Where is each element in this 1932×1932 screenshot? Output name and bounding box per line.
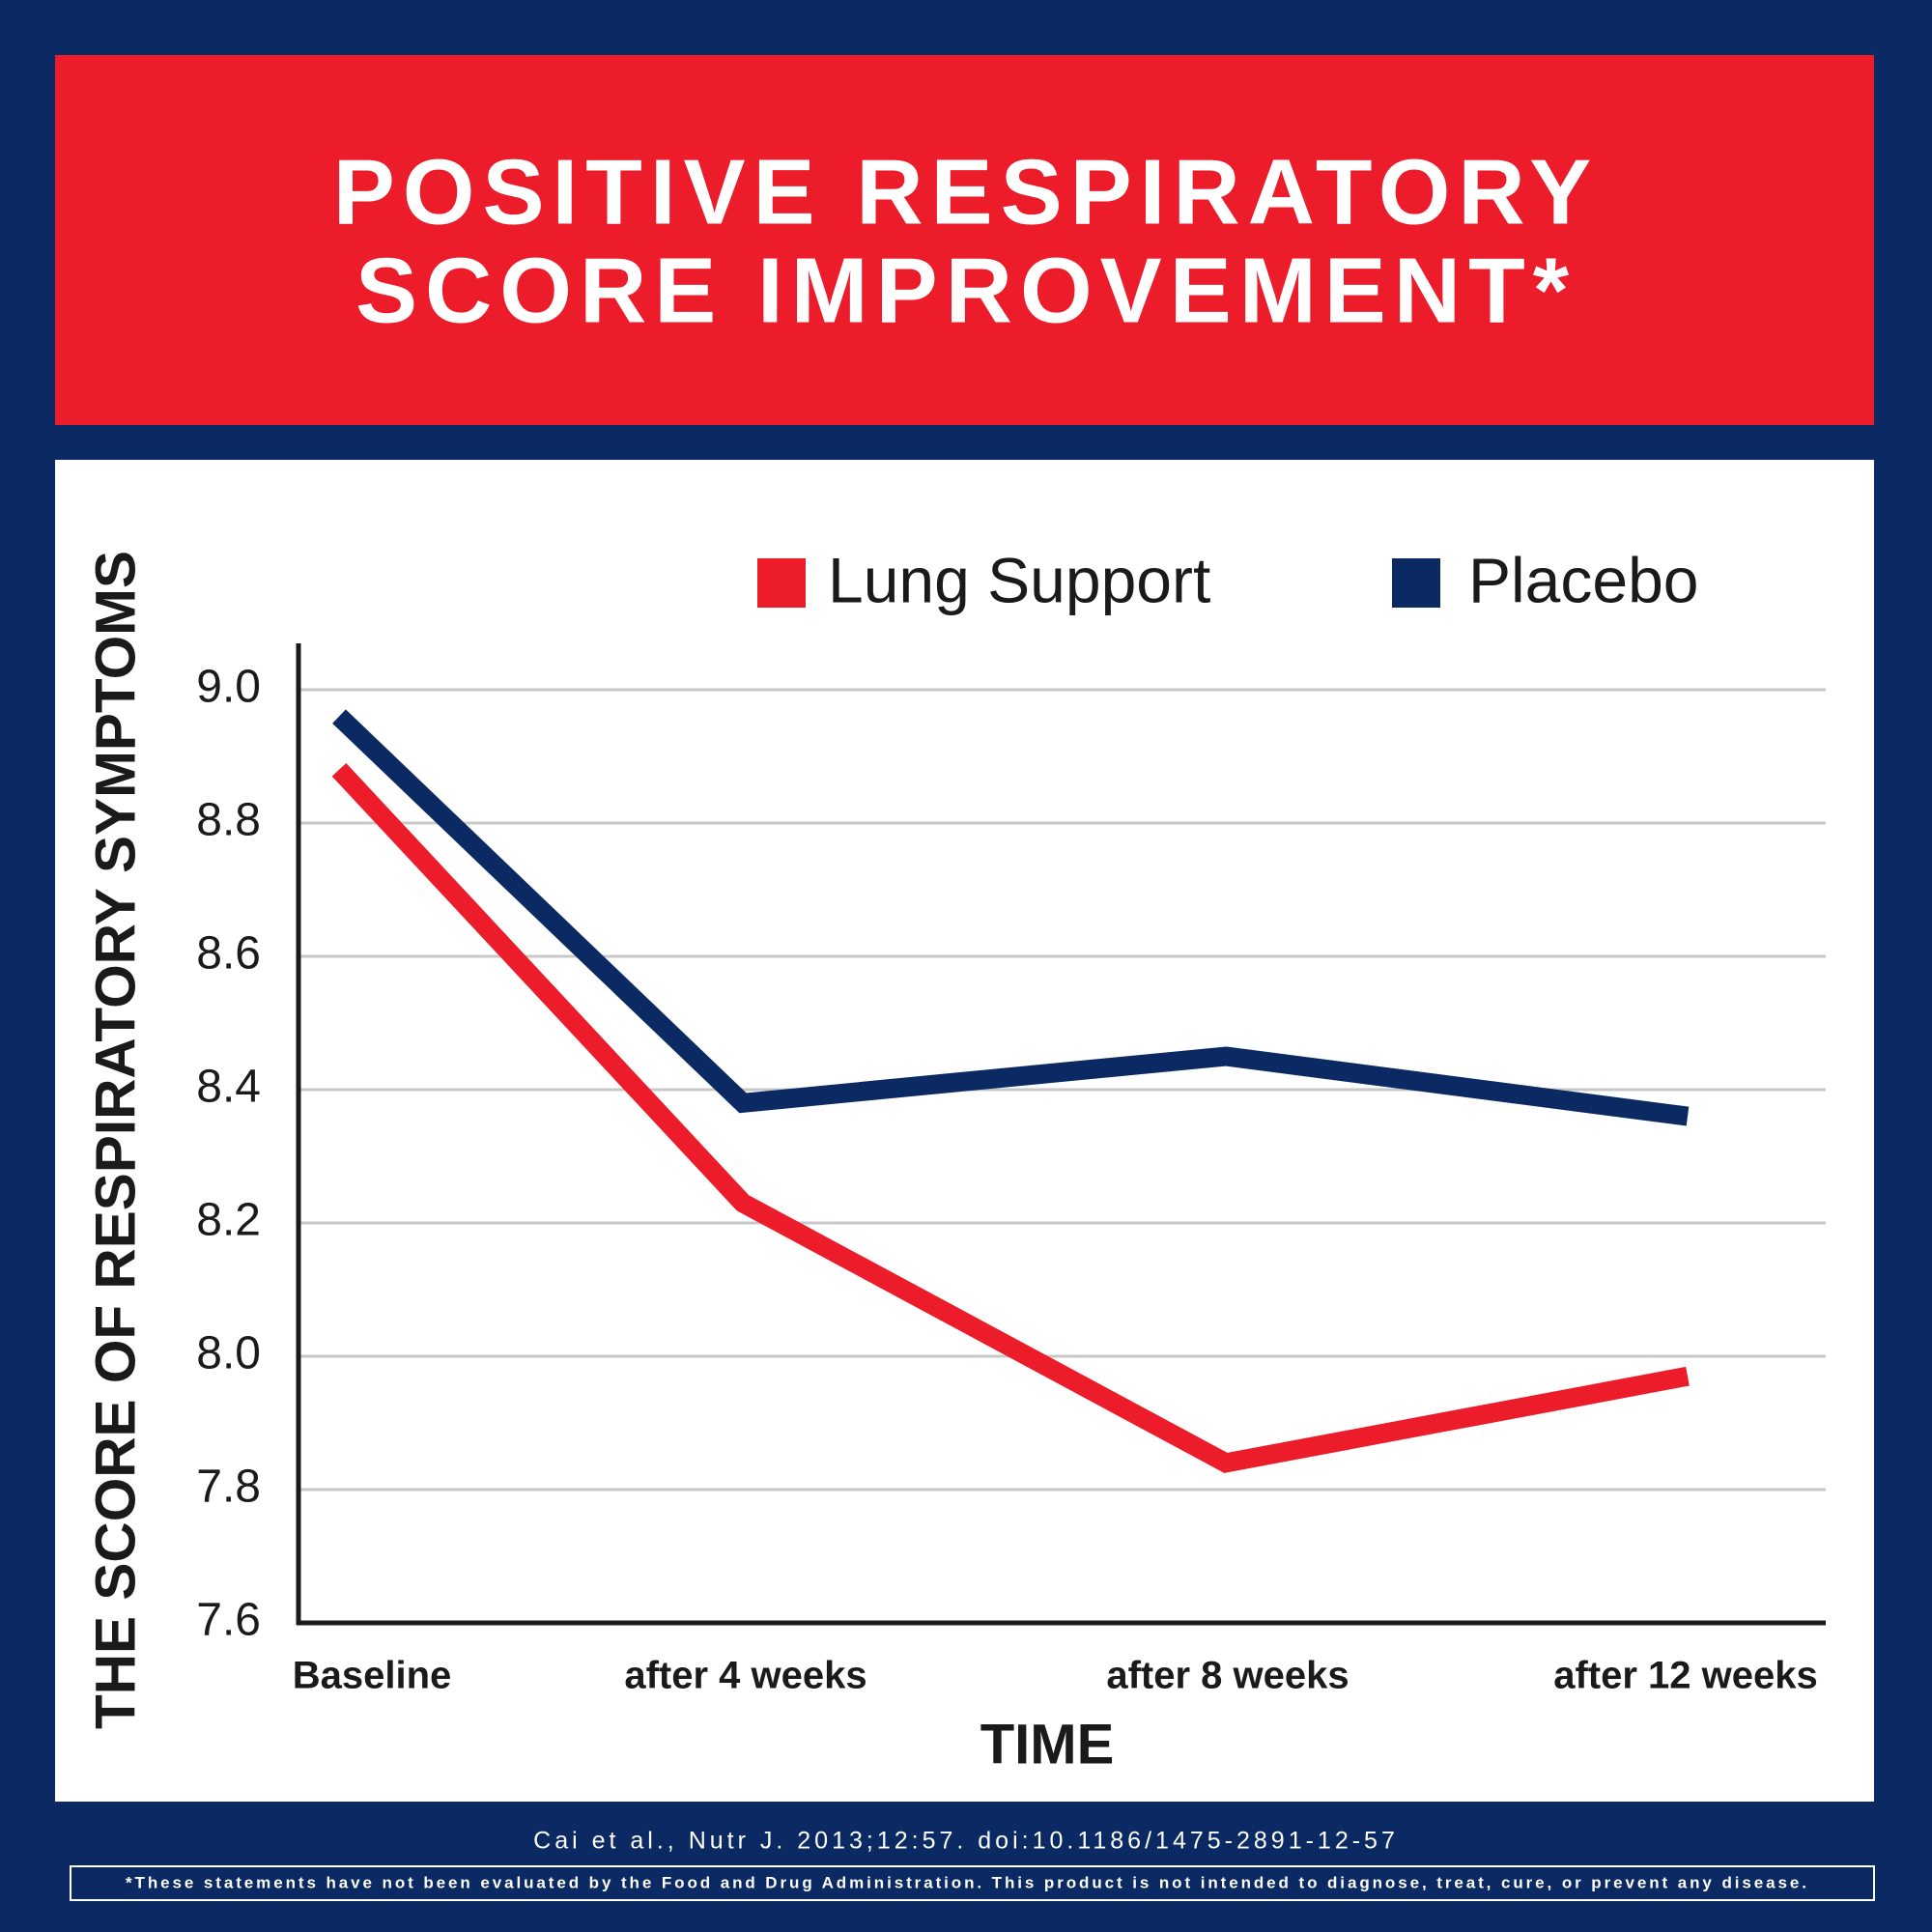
disclaimer: *These statements have not been evaluate… xyxy=(126,1873,1806,1891)
legend-label: Placebo xyxy=(1468,544,1699,615)
series-line xyxy=(332,709,1690,1126)
citation: Cai et al., Nutr J. 2013;12:57. doi:10.1… xyxy=(533,1828,1399,1855)
series-line xyxy=(331,762,1690,1473)
y-tick-label: 8.2 xyxy=(196,1195,261,1246)
x-tick-label: after 8 weeks xyxy=(1106,1655,1349,1697)
legend-swatch xyxy=(1392,558,1440,608)
title-line: POSITIVE RESPIRATORY xyxy=(333,140,1599,243)
y-tick-label: 9.0 xyxy=(196,662,261,713)
y-axis-label: THE SCORE OF RESPIRATORY SYMPTOMS xyxy=(84,551,147,1729)
disclaimer-box xyxy=(70,1865,1875,1901)
title-banner xyxy=(55,55,1874,425)
x-tick-label: after 12 weeks xyxy=(1553,1655,1818,1697)
y-tick-label: 7.8 xyxy=(196,1462,261,1513)
y-tick-label: 7.6 xyxy=(196,1595,261,1646)
chart-panel xyxy=(55,460,1874,1802)
legend-swatch xyxy=(757,558,806,608)
x-tick-label: Baseline xyxy=(293,1655,452,1697)
title-line: SCORE IMPROVEMENT* xyxy=(355,239,1577,342)
y-tick-label: 8.8 xyxy=(196,795,261,846)
y-tick-label: 8.4 xyxy=(196,1062,261,1113)
y-tick-label: 8.6 xyxy=(196,928,261,980)
y-tick-label: 8.0 xyxy=(196,1328,261,1379)
legend-label: Lung Support xyxy=(828,544,1210,615)
x-axis-label: TIME xyxy=(980,1713,1115,1776)
plot: 9.0 8.8 8.6 8.4 8.2 8.0 7.8 7.6 Baseline after 4 … xyxy=(196,544,1826,1697)
x-tick-label: after 4 weeks xyxy=(624,1655,867,1697)
